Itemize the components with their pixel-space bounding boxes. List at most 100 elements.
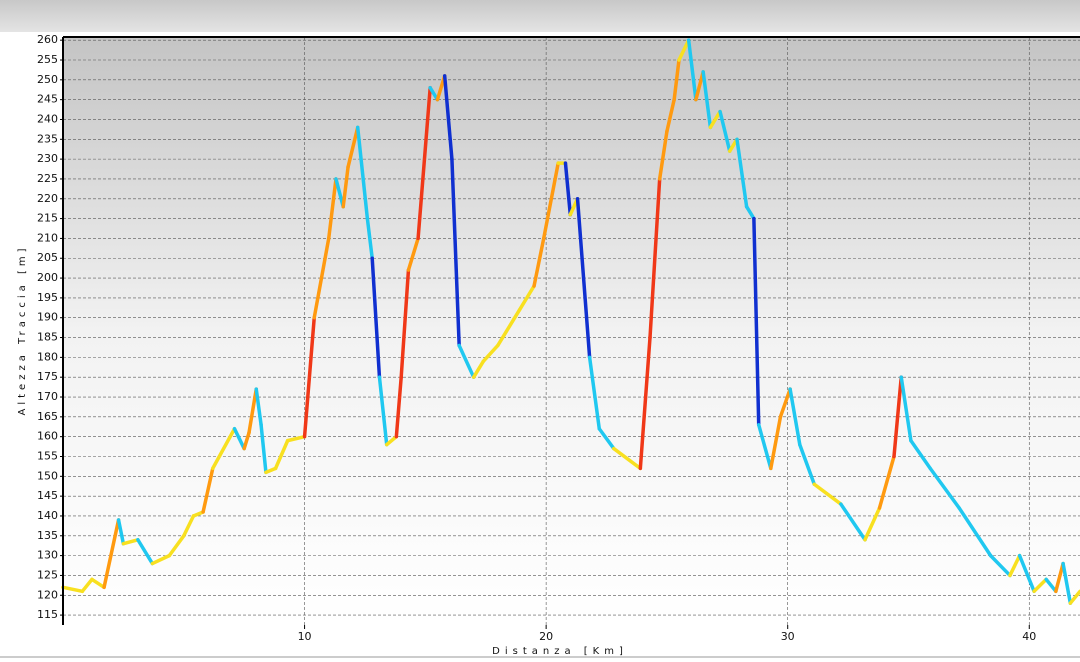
y-tick-label: 240 [37,112,58,125]
plot-area [63,37,1080,625]
profile-segment [341,165,350,209]
profile-segment [517,284,536,312]
profile-segment [1017,553,1036,594]
profile-segment [863,506,882,542]
profile-segment [182,514,196,538]
y-tick-label: 230 [37,152,58,165]
profile-segment [116,518,126,546]
y-tick-label: 170 [37,390,58,403]
profile-segment [892,375,903,459]
profile-segment [532,236,546,288]
y-tick-label: 145 [37,489,58,502]
profile-segment [150,553,172,566]
profile-segment [302,315,316,439]
profile-segment [406,236,420,272]
x-tick-label: 20 [539,630,553,643]
y-tick-label: 115 [37,608,58,621]
profile-segment [769,415,783,471]
profile-segment [752,216,761,427]
y-tick-label: 235 [37,132,58,145]
profile-segment [80,577,94,594]
profile-segment [899,375,913,443]
y-tick-label: 185 [37,331,58,344]
profile-segment [121,538,140,546]
profile-segment [232,426,246,451]
profile-segment [346,125,360,169]
profile-segment [102,518,121,590]
profile-segment [365,216,374,260]
profile-segment [136,538,155,566]
profile-segment [312,276,324,320]
y-tick-label: 135 [37,529,58,542]
y-tick-label: 195 [37,291,58,304]
profile-segment [988,553,1012,578]
y-tick-label: 225 [37,172,58,185]
profile-segment [756,423,773,471]
profile-segment [665,97,676,134]
profile-segment [638,335,652,471]
profile-segment [909,438,932,471]
profile-segment [496,308,522,348]
y-tick-label: 130 [37,549,58,562]
profile-segment [1032,577,1048,594]
profile-segment [273,438,290,471]
y-tick-label: 140 [37,509,58,522]
profile-segment [457,343,476,379]
profile-segment [399,268,411,379]
y-tick-label: 165 [37,410,58,423]
profile-segment [254,387,263,427]
x-axis-title: Distanza [Km] [492,646,628,657]
profile-segment [319,236,331,280]
y-tick-label: 180 [37,350,58,363]
profile-segment [247,387,259,435]
profile-segment [1008,553,1022,578]
profile-segment [394,375,403,439]
y-tick-label: 200 [37,271,58,284]
profile-segment [657,129,669,181]
y-tick-label: 255 [37,53,58,66]
profile-segment [471,359,486,379]
y-tick-label: 205 [37,251,58,264]
x-tick-label: 30 [781,630,795,643]
profile-segment [672,58,681,102]
profile [61,38,1080,605]
profile-segment [957,506,993,558]
y-tick-label: 155 [37,449,58,462]
grid [60,37,1080,629]
profile-segment [597,426,616,451]
profile-segment [812,482,843,506]
profile-segment [541,161,560,241]
profile-segment [242,430,251,451]
y-axis-title: Altezza Traccia [m] [17,245,28,416]
profile-segment [575,197,592,360]
profile-segment [701,70,713,130]
profile-segment [259,423,268,475]
profile-segment [677,38,691,62]
profile-segment [377,375,389,447]
profile-segment [587,355,602,431]
profile-segment [211,426,237,471]
y-tick-label: 250 [37,73,58,86]
profile-segment [326,177,338,241]
profile-segment [370,256,382,379]
profile-segment [563,161,573,217]
profile-segment [61,585,85,594]
x-tick-label: 40 [1022,630,1036,643]
y-tick-label: 245 [37,93,58,106]
profile-segment [708,109,722,130]
profile-segment [90,577,106,590]
y-tick-label: 260 [37,33,58,46]
y-tick-label: 125 [37,568,58,581]
profile-segment [1054,561,1065,594]
y-tick-label: 220 [37,192,58,205]
profile-segment [201,466,215,514]
profile-segment [481,343,500,364]
x-tick-label: 10 [298,630,312,643]
profile-segment [442,74,454,161]
y-tick-label: 215 [37,212,58,225]
profile-segment [694,70,705,102]
profile-segment [877,454,896,510]
y-tick-label: 175 [37,370,58,383]
y-tick-label: 150 [37,469,58,482]
profile-segment [735,137,749,209]
